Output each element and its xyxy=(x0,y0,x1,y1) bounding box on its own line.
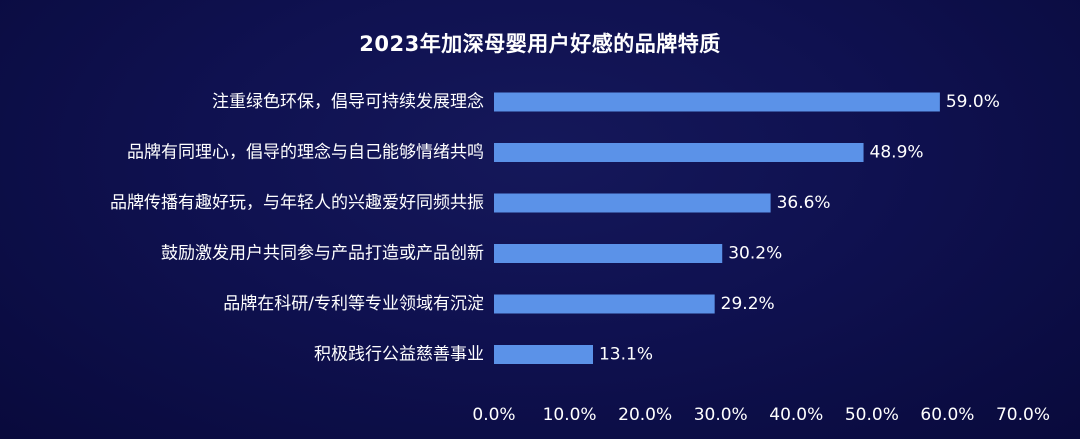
bar xyxy=(494,92,940,112)
data-label: 48.9% xyxy=(870,143,924,163)
bars-layer xyxy=(494,92,940,364)
data-label: 29.2% xyxy=(721,294,775,314)
bar xyxy=(494,294,715,314)
category-label: 鼓励激发用户共同参与产品打造或产品创新 xyxy=(161,244,484,264)
bar xyxy=(494,143,864,162)
x-tick-label: 20.0% xyxy=(618,405,672,425)
x-tick-label: 60.0% xyxy=(920,405,974,425)
chart-title: 2023年加深母婴用户好感的品牌特质 xyxy=(359,32,721,56)
category-label: 品牌在科研/专利等专业领域有沉淀 xyxy=(223,294,484,314)
x-tick-label: 10.0% xyxy=(543,405,597,425)
x-axis-ticks: 0.0% 10.0% 20.0% 30.0% 40.0% 50.0% 60.0% 70.0% xyxy=(472,405,1050,425)
x-tick-label: 0.0% xyxy=(472,405,515,425)
category-label: 品牌传播有趣好玩，与年轻人的兴趣爱好同频共振 xyxy=(110,193,484,213)
category-label: 注重绿色环保，倡导可持续发展理念 xyxy=(212,91,484,112)
x-tick-label: 30.0% xyxy=(694,405,748,425)
data-label: 59.0% xyxy=(946,92,1000,112)
x-tick-label: 40.0% xyxy=(769,405,823,425)
x-tick-label: 70.0% xyxy=(996,405,1050,425)
data-label: 30.2% xyxy=(728,244,782,264)
category-labels: 注重绿色环保，倡导可持续发展理念品牌有同理心，倡导的理念与自己能够情绪共鸣品牌传… xyxy=(110,91,484,365)
value-labels: 59.0% 48.9% 36.6% 30.2% 29.2% 13.1% xyxy=(599,92,1000,365)
category-label: 积极践行公益慈善事业 xyxy=(314,345,484,365)
bar xyxy=(494,244,723,263)
bar xyxy=(494,193,771,213)
bar xyxy=(494,345,593,364)
category-label: 品牌有同理心，倡导的理念与自己能够情绪共鸣 xyxy=(127,142,484,163)
data-label: 36.6% xyxy=(777,193,831,213)
x-tick-label: 50.0% xyxy=(845,405,899,425)
data-label: 13.1% xyxy=(599,345,653,365)
